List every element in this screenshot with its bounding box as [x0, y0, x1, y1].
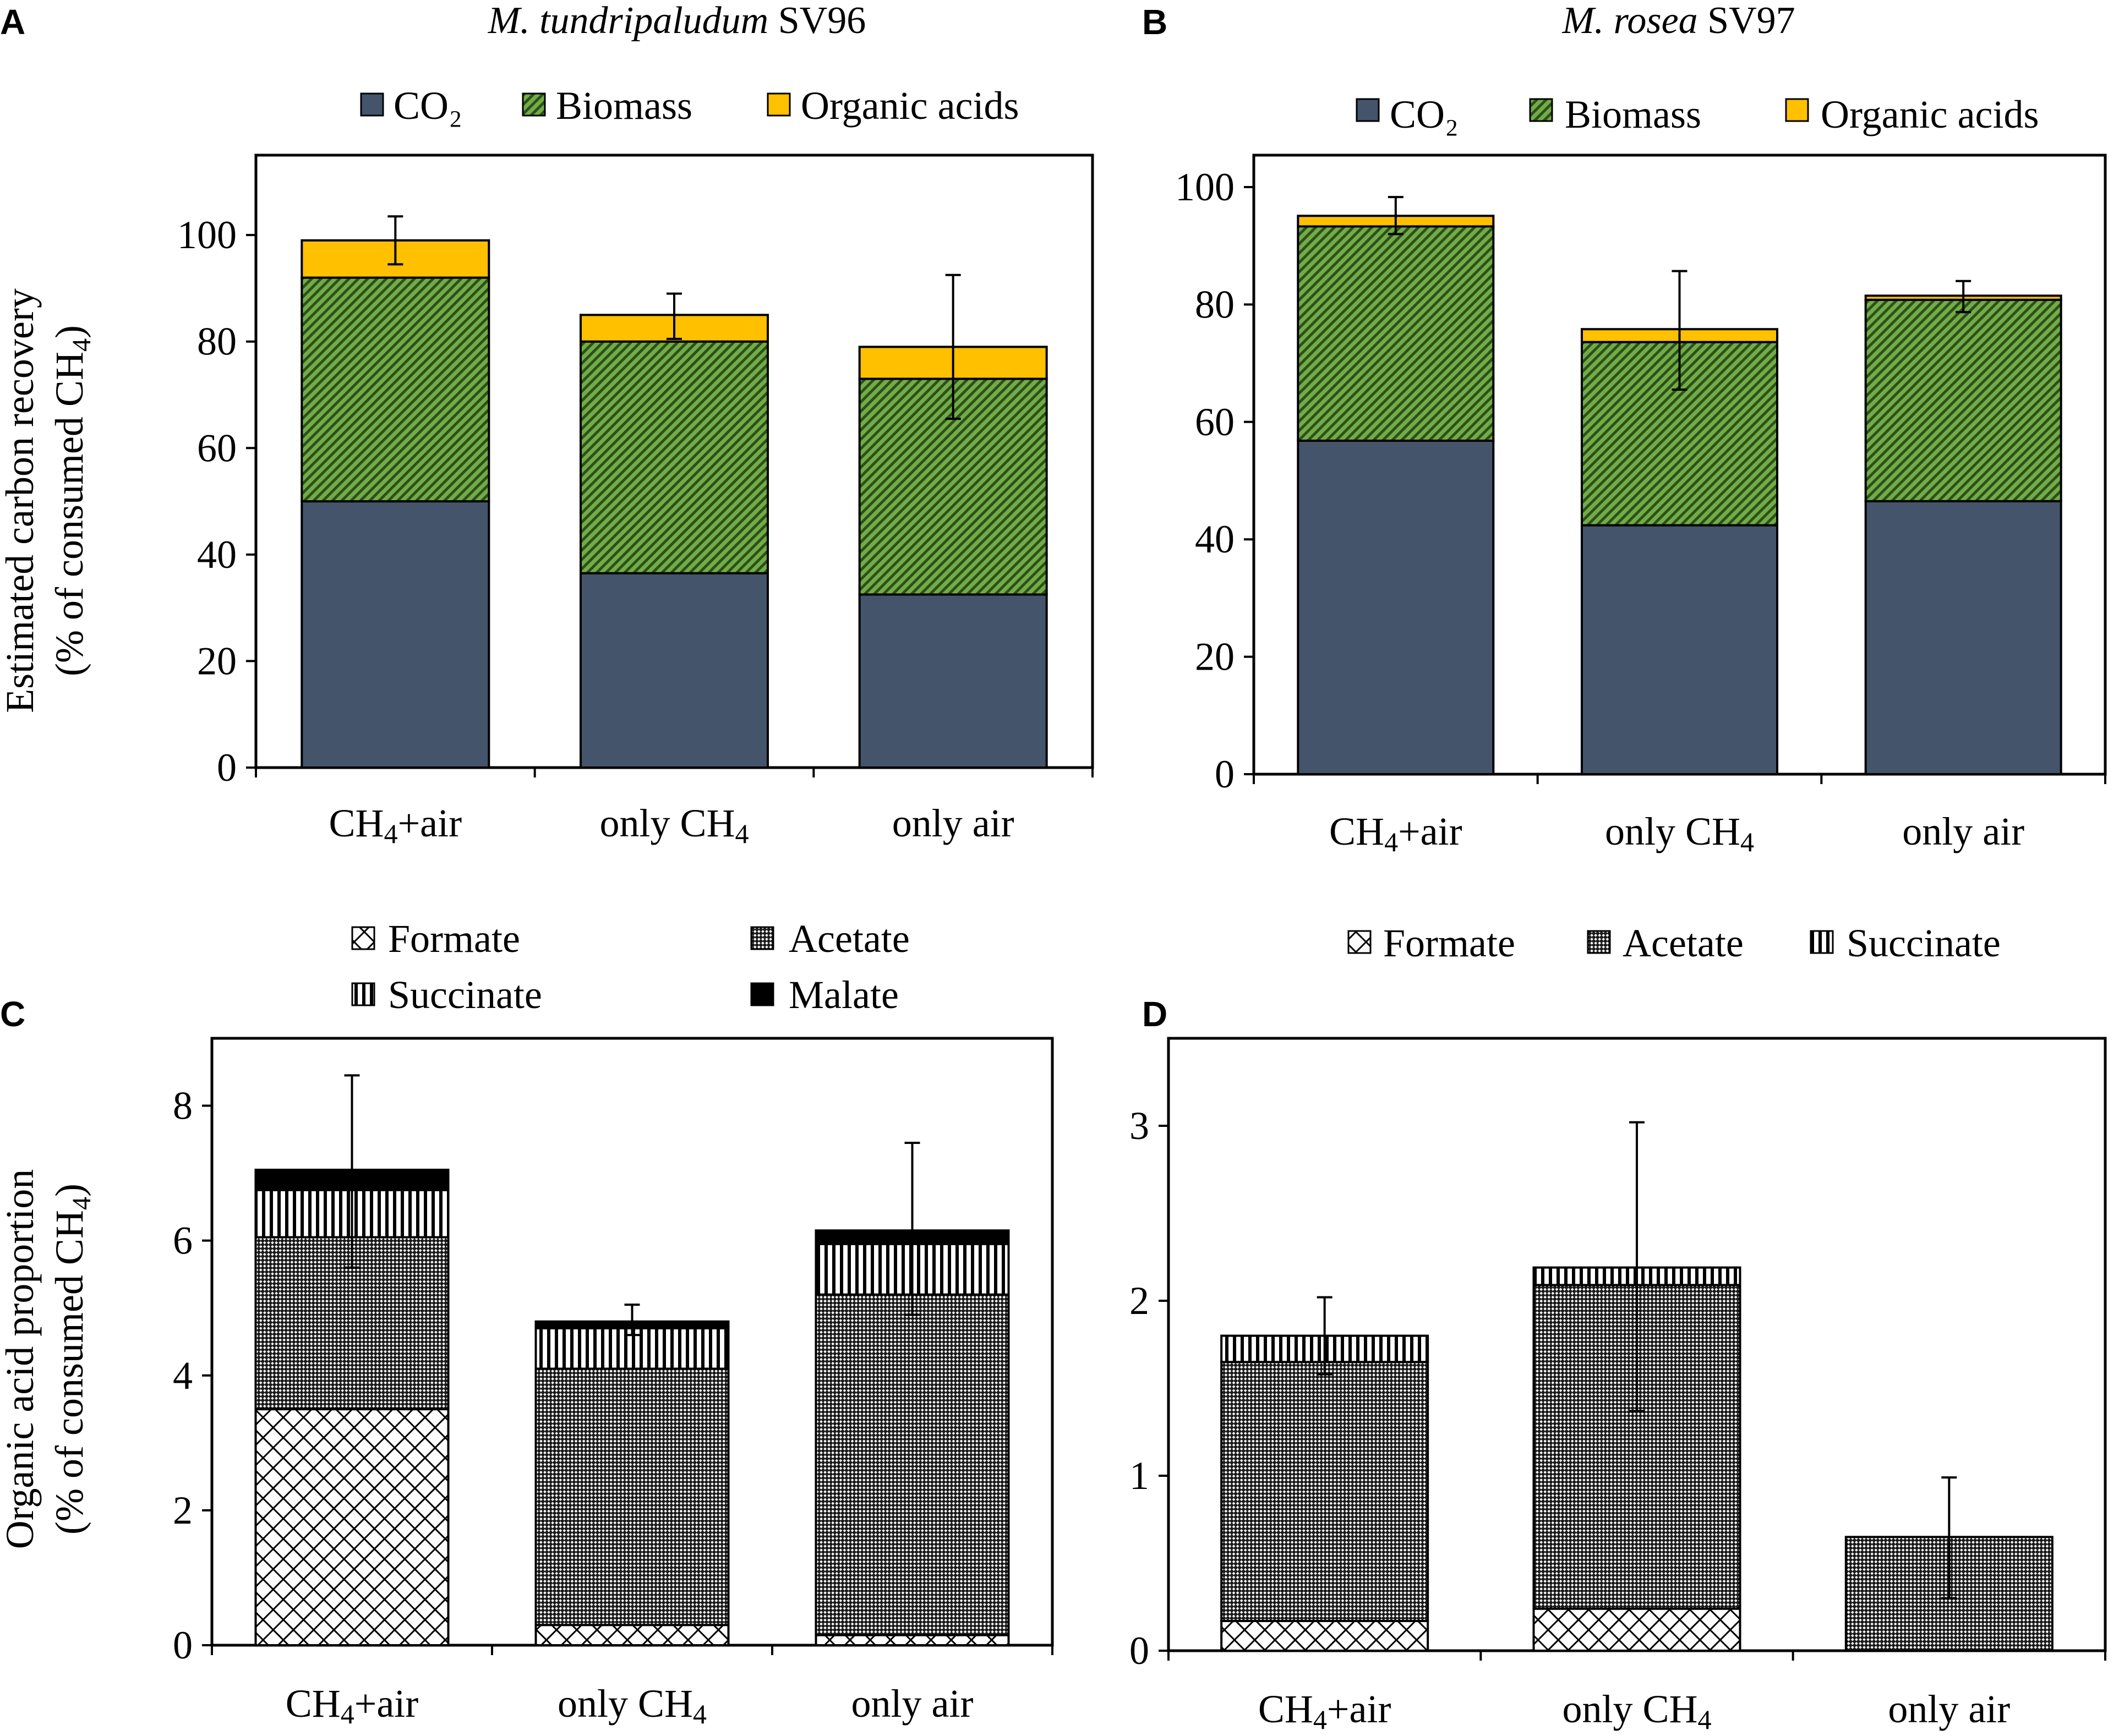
- legend-c-formate-label: Formate: [388, 917, 520, 961]
- bar-segment-formate: [1220, 1619, 1429, 1652]
- bar-segment-co2: [1297, 439, 1495, 775]
- y-tick-label: 100: [1175, 165, 1235, 209]
- category-label: CH4+air: [286, 1682, 419, 1729]
- y-tick-label: 6: [173, 1219, 193, 1263]
- legend-a-co2-label: CO₂: [394, 84, 462, 128]
- bar-segment-biomass: [1297, 225, 1495, 442]
- y-tick-label: 80: [1195, 282, 1235, 326]
- y-tick-label: 20: [197, 639, 237, 683]
- bar-segment-formate: [254, 1408, 450, 1647]
- panel-b-chart: 0 20 40 60 80 100 CH4+air only CH4 only air: [1175, 154, 2107, 857]
- y-tick-label: 2: [1129, 1279, 1149, 1323]
- y-tick-label: 0: [217, 746, 237, 790]
- legend-c-acetate-swatch: [750, 926, 774, 950]
- category-label: CH4+air: [1258, 1687, 1391, 1735]
- y-tick-label: 40: [1195, 517, 1235, 561]
- y-tick-label: 3: [1129, 1104, 1149, 1148]
- category-label: only air: [851, 1682, 974, 1726]
- y-label-bottom-line1: Organic acid proportion: [0, 1169, 42, 1549]
- legend-a-acids-swatch: [767, 92, 791, 117]
- y-label-bottom-line2: (% of consumed CH4): [47, 1184, 96, 1535]
- category-label: only air: [892, 801, 1014, 845]
- panel-c-chart: 0 2 4 6 8 CH4+air only CH4 only air: [173, 1037, 1054, 1729]
- legend-c-acetate-label: Acetate: [789, 917, 910, 961]
- bar-segment-co2: [301, 500, 490, 769]
- panel-label-b: B: [1142, 2, 1167, 42]
- y-tick-label: 0: [173, 1623, 193, 1667]
- category-label: only CH4: [1562, 1687, 1711, 1735]
- bar-segment-formate: [534, 1624, 730, 1647]
- bar-segment-acetate: [815, 1293, 1010, 1636]
- legend-b-biomass-label: Biomass: [1565, 92, 1701, 136]
- legend-d-succinate-label: Succinate: [1847, 921, 2001, 965]
- legend-c-succinate-swatch: [351, 982, 375, 1006]
- legend-b-acids-swatch: [1785, 98, 1809, 122]
- panel-label-a: A: [0, 2, 25, 42]
- y-tick-label: 60: [197, 426, 237, 470]
- panel-a-chart: 0 20 40 60 80 100 CH4+air only CH4 only air: [177, 154, 1094, 849]
- bar-segment-biomass: [1864, 298, 2062, 502]
- category-label: CH4+air: [329, 801, 462, 849]
- panel-b-title: M. rosea SV97: [1561, 0, 1795, 42]
- category-label: only air: [1888, 1687, 2010, 1731]
- bar-segment-co2: [1581, 524, 1778, 775]
- panel-label-c: C: [0, 994, 25, 1034]
- legend-a-biomass-swatch: [522, 92, 546, 117]
- y-tick-label: 20: [1195, 635, 1235, 679]
- y-tick-label: 0: [1215, 752, 1235, 796]
- legend-c-malate-label: Malate: [789, 973, 899, 1017]
- bar-segment-co2: [858, 593, 1048, 769]
- panel-a-title: M. tundripaludum SV96: [488, 0, 866, 42]
- legend-a-biomass-label: Biomass: [556, 84, 692, 128]
- legend-c-succinate-label: Succinate: [388, 973, 542, 1017]
- y-label-top-line1: Estimated carbon recovery: [0, 288, 42, 713]
- y-tick-label: 100: [177, 213, 237, 257]
- legend-a: CO₂ Biomass Organic acids: [360, 84, 1019, 128]
- legend-d-formate-label: Formate: [1383, 921, 1515, 965]
- panel-d-chart: 0 1 2 3 CH4+air only CH4 only air: [1129, 1037, 2107, 1735]
- bar-segment-acetate: [1220, 1361, 1429, 1622]
- category-label: only CH4: [1605, 809, 1754, 857]
- legend-a-co2-swatch: [360, 92, 384, 117]
- legend-b-biomass-swatch: [1529, 98, 1553, 122]
- legend-b-co2-swatch: [1356, 98, 1380, 122]
- legend-b-co2-label: CO₂: [1390, 92, 1459, 136]
- legend-c-malate-swatch: [750, 982, 774, 1006]
- legend-c-formate-swatch: [351, 926, 375, 950]
- legend-d-acetate-label: Acetate: [1623, 921, 1744, 965]
- bar-segment-formate: [815, 1634, 1010, 1647]
- legend-a-acids-label: Organic acids: [801, 84, 1019, 128]
- panel-label-d: D: [1142, 994, 1167, 1034]
- bar-segment-co2: [580, 572, 769, 769]
- legend-b-acids-label: Organic acids: [1821, 92, 2039, 136]
- bar-segment-biomass: [580, 340, 769, 574]
- y-label-top-line2: (% of consumed CH4): [47, 325, 96, 676]
- y-tick-label: 60: [1195, 400, 1235, 444]
- legend-d-acetate-swatch: [1587, 930, 1611, 954]
- category-label: CH4+air: [1329, 809, 1462, 857]
- category-label: only CH4: [558, 1682, 707, 1729]
- legend-d-formate-swatch: [1347, 930, 1372, 954]
- bar-segment-co2: [1864, 500, 2062, 775]
- bar-segment-acetate: [534, 1367, 730, 1627]
- category-label: only CH4: [599, 801, 749, 849]
- bar-segment-formate: [1532, 1607, 1741, 1652]
- legend-d-succinate-swatch: [1810, 930, 1834, 954]
- y-tick-label: 4: [173, 1354, 193, 1398]
- category-label: only air: [1902, 809, 2024, 853]
- y-tick-label: 80: [197, 320, 237, 364]
- y-tick-label: 1: [1129, 1454, 1149, 1498]
- legend-b: CO₂ Biomass Organic acids: [1356, 92, 2039, 136]
- y-tick-label: 8: [173, 1084, 193, 1128]
- legend-d: Formate Acetate Succinate: [1347, 921, 2001, 965]
- y-tick-label: 2: [173, 1488, 193, 1532]
- y-tick-label: 0: [1129, 1629, 1149, 1673]
- y-tick-label: 40: [197, 533, 237, 577]
- legend-c: Formate Acetate Succinate Malate: [351, 917, 910, 1017]
- bar-segment-biomass: [301, 276, 490, 503]
